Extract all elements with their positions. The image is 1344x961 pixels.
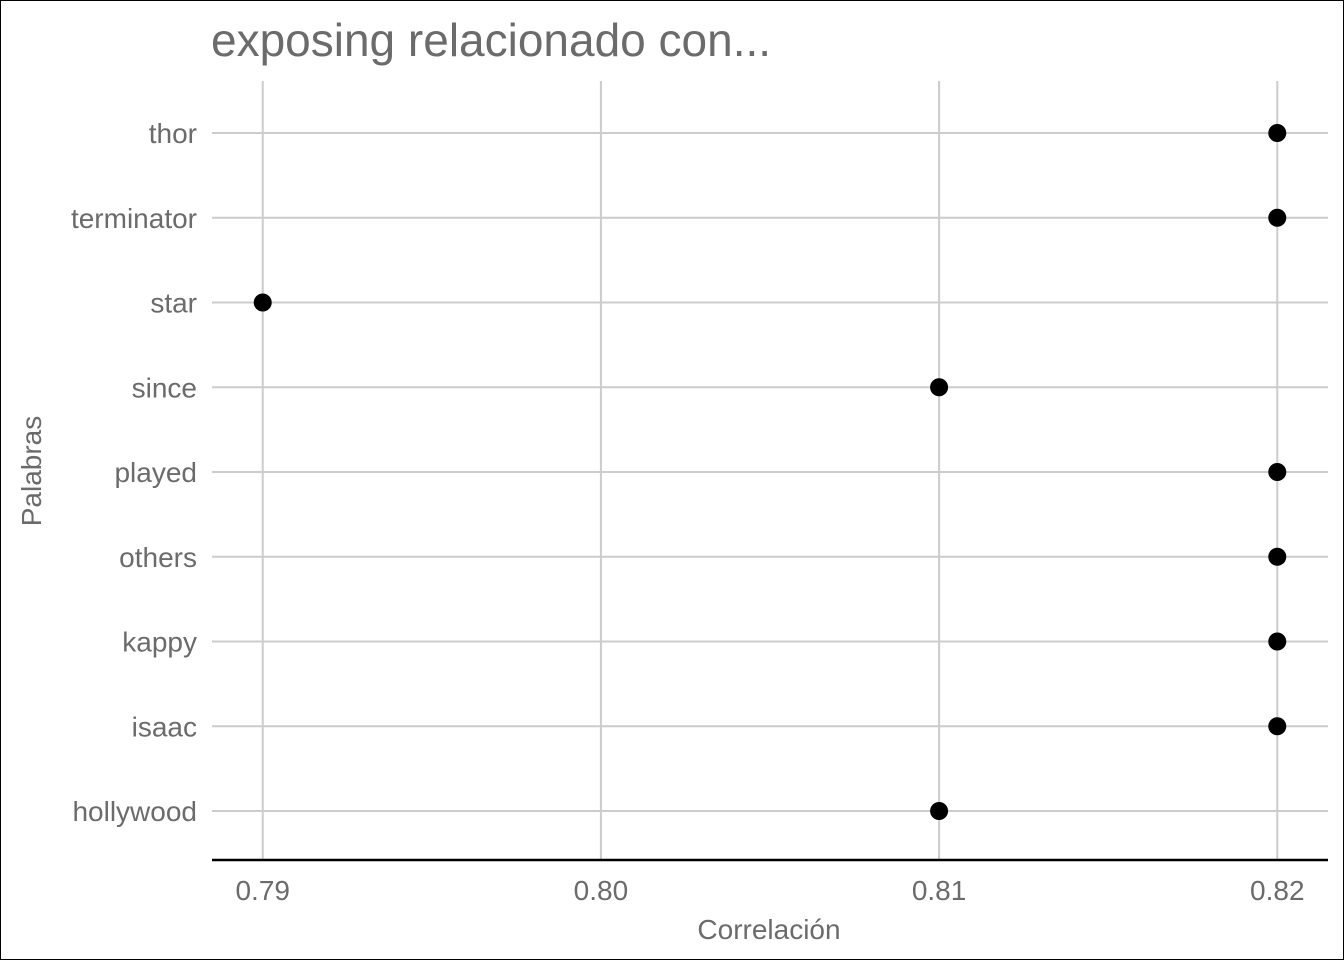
data-point [1268, 208, 1287, 227]
y-tick-label: isaac [132, 711, 197, 742]
data-point [1268, 717, 1287, 736]
y-tick-label: thor [149, 118, 197, 149]
y-tick-label: since [132, 372, 197, 403]
x-tick-label: 0.79 [235, 875, 290, 906]
data-point [253, 293, 272, 312]
y-gridlines [212, 132, 1328, 812]
data-point [1268, 124, 1287, 142]
data-point [930, 802, 949, 820]
data-point [1268, 632, 1287, 651]
y-tick-label: kappy [122, 627, 197, 658]
x-tick-label: 0.80 [574, 875, 629, 906]
y-tick-label: played [114, 457, 197, 488]
data-point [930, 378, 949, 397]
x-axis-label: Correlación [697, 914, 840, 945]
chart-title: exposing relacionado con... [211, 14, 771, 66]
data-point [1268, 547, 1287, 566]
y-axis-label: Palabras [16, 416, 47, 527]
x-tick-label: 0.81 [912, 875, 967, 906]
y-tick-label: hollywood [72, 796, 197, 827]
data-points [253, 124, 1287, 820]
y-tick-label: terminator [71, 203, 197, 234]
x-tick-label: 0.82 [1250, 875, 1305, 906]
x-tick-labels: 0.79 0.80 0.81 0.82 [235, 875, 1304, 906]
y-tick-labels: hollywood isaac kappy others played since star… [71, 118, 197, 827]
data-point [1268, 463, 1287, 481]
y-tick-label: others [119, 542, 197, 573]
x-gridlines [261, 81, 1279, 860]
y-tick-label: star [150, 288, 197, 319]
